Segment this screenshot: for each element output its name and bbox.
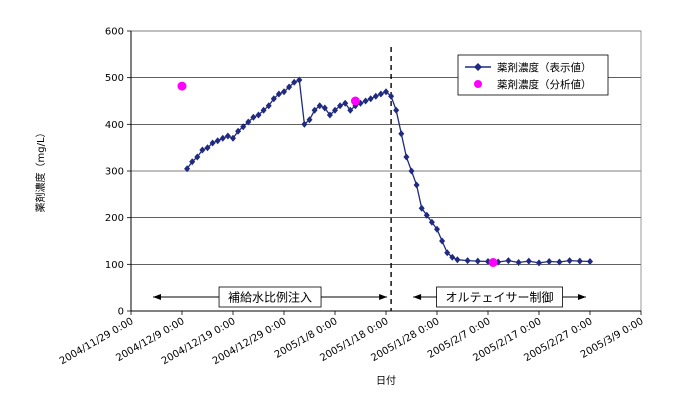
annotation-arrowhead	[413, 294, 422, 300]
legend-box	[457, 54, 609, 96]
series-display-point	[321, 104, 328, 112]
x-axis-label: 日付	[376, 374, 396, 387]
series-display-point	[576, 257, 583, 265]
series-display-point	[214, 137, 221, 145]
legend-label-analysis: 薬剤濃度（分析値）	[497, 78, 592, 91]
series-display-point	[515, 259, 522, 266]
series-display-point	[367, 95, 374, 103]
y-axis-ticks: 0 100 200 300 400 500 600	[105, 27, 131, 318]
series-display-point	[337, 102, 344, 110]
series-display-point	[219, 134, 226, 142]
series-display-point	[566, 257, 573, 265]
series-display-point	[301, 120, 308, 128]
series-display-point	[270, 95, 277, 103]
series-display-point	[474, 257, 481, 265]
legend: 薬剤濃度（表示値） 薬剤濃度（分析値）	[457, 54, 609, 96]
series-display-point	[408, 167, 415, 175]
series-display-point	[326, 111, 333, 119]
annotations: 補給水比例注入 オルテェイサー制御	[153, 47, 586, 311]
series-analysis-point	[350, 96, 360, 106]
series-display-point	[377, 90, 384, 98]
series-display-point	[388, 92, 395, 100]
series-display-point	[204, 144, 211, 152]
series-display-point	[291, 78, 298, 86]
series-display-point	[199, 146, 206, 154]
series-display-point	[587, 258, 593, 265]
series-display-point	[403, 153, 410, 161]
series-display-point	[265, 102, 272, 110]
series-display-point	[383, 88, 389, 96]
series-display-point	[393, 106, 400, 114]
y-tick-label: 100	[105, 260, 124, 271]
series-display-point	[250, 113, 257, 121]
series-display-point	[332, 106, 338, 114]
series-display-point	[439, 237, 446, 245]
series-display-point	[230, 134, 236, 142]
y-tick-label: 300	[105, 167, 124, 178]
series-display-point	[362, 97, 369, 105]
annotation-label-box	[436, 286, 563, 308]
series-display-point	[536, 259, 542, 267]
series-display-point	[342, 99, 349, 107]
y-axis-label: 薬剤濃度（mg/L）	[34, 127, 47, 212]
y-tick-label: 200	[105, 213, 124, 224]
annotation-label: 補給水比例注入	[228, 290, 312, 305]
y-tick-label: 0	[118, 307, 124, 318]
series-display-point	[454, 256, 461, 264]
series-display-point	[525, 257, 532, 265]
series-display-point	[372, 92, 379, 100]
series-display-point	[311, 106, 318, 114]
annotation-label-box	[218, 286, 322, 308]
series-display-line	[186, 79, 591, 264]
series-display-point	[444, 249, 451, 257]
legend-circle-swatch	[474, 80, 482, 88]
series-display-point	[556, 258, 563, 266]
series-analysis-point	[488, 258, 498, 267]
y-tick-label: 600	[105, 27, 124, 38]
series-display-point	[260, 106, 267, 114]
series-display-point	[240, 123, 247, 131]
legend-diamond-swatch	[474, 63, 482, 71]
series-display-point	[281, 88, 287, 96]
series-display-point	[413, 181, 420, 189]
annotation-arrowhead	[379, 294, 388, 300]
series-display-point	[347, 106, 354, 114]
series-display-point	[209, 139, 216, 147]
series-display-point	[434, 225, 440, 233]
series-analysis-point	[177, 81, 187, 91]
series-display-point	[428, 218, 435, 226]
series-display-point	[189, 158, 196, 166]
series-display-point	[275, 90, 282, 98]
series-display-point	[194, 153, 201, 161]
series-display-point	[235, 127, 242, 135]
series-display-point	[505, 257, 512, 265]
series-display-point	[316, 102, 323, 110]
series-display-point	[449, 253, 456, 261]
y-tick-label: 400	[105, 120, 124, 131]
series-display-point	[255, 111, 262, 119]
series-display-point	[245, 118, 252, 126]
annotation-arrowhead	[578, 294, 586, 300]
series-layer	[177, 76, 593, 267]
legend-label-display: 薬剤濃度（表示値）	[497, 61, 592, 74]
series-display-point	[398, 130, 405, 138]
series-display-point	[418, 204, 425, 212]
annotation-label: オルテェイサー制御	[446, 290, 554, 305]
series-display-point	[224, 132, 231, 140]
series-display-point	[464, 257, 471, 265]
series-display-point	[286, 83, 293, 91]
series-display-point	[306, 116, 313, 124]
series-display-point	[423, 211, 430, 219]
series-display-point	[546, 258, 553, 265]
annotation-arrowhead	[153, 294, 161, 300]
y-tick-label: 500	[105, 73, 124, 84]
series-display-point	[184, 165, 191, 173]
series-display-point	[296, 76, 303, 84]
